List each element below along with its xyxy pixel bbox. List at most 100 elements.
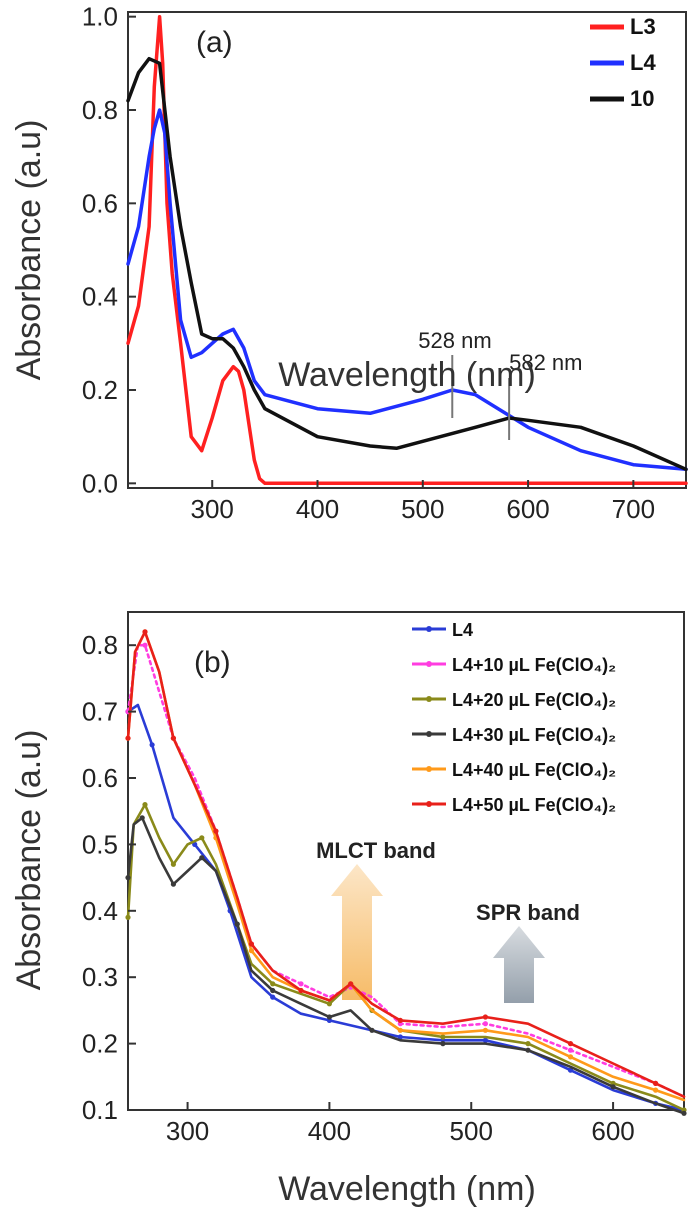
x-axis-label-b: Wavelength (nm): [278, 1170, 536, 1208]
spr-arrow: [493, 926, 545, 1003]
data-point-b-2-4: [170, 861, 176, 867]
y-tick-label-3: 0.6: [82, 188, 118, 218]
data-point-b-1-10: [298, 981, 304, 987]
series-line-a-2: [126, 56, 688, 472]
data-point-b-0-16: [567, 1067, 574, 1073]
legend-label-a-1: L4: [630, 50, 656, 75]
y-tick-label-7: 0.8: [82, 630, 118, 660]
panel-a: 300 400 500 600 700 0.0 0.2 0.4 0.6 0.8 1.0 528 nm…: [10, 2, 688, 524]
y-tick-label-4: 0.8: [82, 95, 118, 125]
data-point-b-3-6: [199, 855, 205, 861]
panel-b: 300 400 500 600 0.1 0.2 0.3 0.4 0.5 0.6 0.7 0.8 (b)…: [10, 611, 687, 1208]
series-line-b-1: [126, 643, 686, 1098]
ticks-a: 300 400 500 600 700 0.0 0.2 0.4 0.6 0.8 1.0: [82, 2, 655, 524]
annotation-label-1: 582 nm: [509, 350, 582, 375]
x-tick-label-0: 300: [166, 1116, 209, 1146]
data-point-b-4-16: [482, 1027, 488, 1033]
y-tick-label-0: 0.1: [82, 1095, 118, 1125]
series-line-a-0: [126, 14, 688, 486]
legend-label-a-0: L3: [630, 14, 656, 39]
data-point-b-5-20: [653, 1080, 659, 1086]
legend-label-b-5: L4+50 µL Fe(ClO₄)₂: [452, 795, 616, 815]
legend-marker-b-5: [426, 801, 432, 807]
data-point-b-3-18: [525, 1047, 531, 1053]
data-point-b-5-6: [213, 828, 219, 834]
data-point-b-1-16: [482, 1021, 488, 1027]
data-point-b-3-16: [440, 1041, 446, 1047]
data-point-b-3-12: [326, 1014, 332, 1020]
legend-marker-b-0: [426, 626, 432, 632]
data-point-b-4-18: [567, 1054, 574, 1060]
data-point-b-5-4: [170, 735, 176, 741]
legend-label-b-0: L4: [452, 620, 473, 640]
series-line-a-1: [126, 108, 688, 472]
y-tick-label-1: 0.2: [82, 375, 118, 405]
x-tick-label-2: 500: [401, 494, 444, 524]
data-point-b-0-14: [482, 1037, 488, 1043]
y-tick-label-3: 0.4: [82, 896, 118, 926]
data-point-b-5-16: [482, 1014, 488, 1020]
x-axis-label-a: Wavelength (nm): [278, 356, 536, 394]
annotation-label-0: 528 nm: [418, 328, 491, 353]
data-point-b-4-8: [248, 948, 254, 954]
legend-label-b-4: L4+40 µL Fe(ClO₄)₂: [452, 760, 616, 780]
data-point-b-2-0: [125, 914, 131, 921]
plot-area-a: [127, 11, 687, 489]
panel-label-a: (a): [196, 26, 233, 59]
y-tick-label-1: 0.2: [82, 1029, 118, 1059]
legend-marker-b-3: [426, 731, 432, 737]
y-tick-label-0: 0.0: [82, 468, 118, 498]
legend-b: L4 L4+10 µL Fe(ClO₄)₂ L4+20 µL Fe(ClO₄)₂ L4…: [412, 620, 616, 815]
spr-band-label: SPR band: [476, 900, 580, 925]
data-point-b-0-2: [149, 742, 155, 748]
series-line-b-5: [126, 630, 686, 1098]
data-point-b-4-20: [653, 1087, 659, 1093]
x-tick-label-2: 500: [450, 1116, 493, 1146]
data-point-b-3-22: [681, 1110, 687, 1116]
plot-area-b: [127, 611, 685, 1111]
series-group-b: [125, 629, 687, 1116]
data-point-b-5-2: [142, 629, 148, 635]
data-point-b-2-18: [525, 1041, 531, 1047]
x-tick-label-0: 300: [191, 494, 234, 524]
mlct-band-label: MLCT band: [316, 838, 436, 863]
legend-label-b-1: L4+10 µL Fe(ClO₄)₂: [452, 655, 616, 675]
data-point-b-3-4: [170, 881, 176, 887]
legend-label-b-2: L4+20 µL Fe(ClO₄)₂: [452, 690, 616, 710]
y-axis-label-a: Absorbance (a.u): [10, 120, 48, 381]
x-tick-label-4: 700: [612, 494, 655, 524]
data-point-b-3-14: [369, 1027, 375, 1033]
data-point-b-5-8: [248, 941, 254, 947]
legend-label-b-3: L4+30 µL Fe(ClO₄)₂: [452, 725, 616, 745]
y-tick-label-5: 0.6: [82, 763, 118, 793]
data-point-b-5-12: [348, 981, 354, 987]
x-tick-label-3: 600: [506, 494, 549, 524]
panel-label-b: (b): [194, 646, 231, 679]
annotations-a: 528 nm 582 nm: [418, 328, 583, 440]
data-point-b-2-10: [270, 981, 276, 987]
band-arrows-b: [331, 864, 545, 1003]
x-tick-label-1: 400: [308, 1116, 351, 1146]
legend-marker-b-1: [426, 661, 432, 667]
data-point-b-5-0: [125, 735, 131, 741]
data-point-b-0-12: [397, 1034, 403, 1040]
data-point-b-5-14: [397, 1017, 403, 1024]
y-axis-label-b: Absorbance (a.u): [10, 730, 48, 991]
series-line-b-2: [126, 803, 686, 1112]
x-tick-label-3: 600: [591, 1116, 634, 1146]
data-point-b-1-18: [567, 1047, 574, 1053]
data-point-b-3-8: [234, 921, 240, 927]
ticks-b: 300 400 500 600 0.1 0.2 0.3 0.4 0.5 0.6 0.7 0.8: [82, 630, 635, 1146]
data-point-b-3-20: [610, 1084, 616, 1090]
legend-marker-b-4: [426, 766, 432, 772]
data-point-b-3-0: [125, 875, 131, 881]
series-line-b-3: [126, 816, 686, 1115]
y-tick-label-6: 0.7: [82, 697, 118, 727]
data-point-b-2-6: [199, 835, 205, 841]
y-tick-label-5: 1.0: [82, 2, 118, 32]
mlct-arrow: [331, 864, 383, 1000]
data-point-b-3-10: [270, 987, 276, 994]
data-point-b-1-2: [142, 642, 148, 648]
data-point-b-2-16: [440, 1034, 446, 1040]
